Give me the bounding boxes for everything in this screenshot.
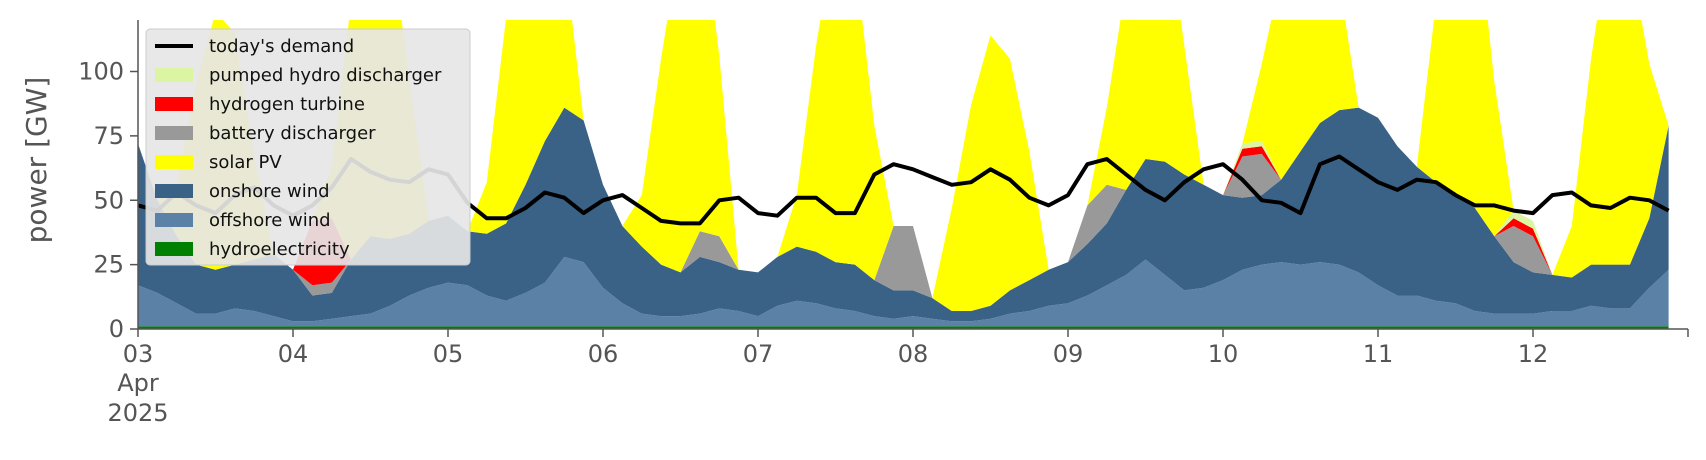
y-tick-label: 100 [78, 58, 124, 86]
x-tick-label: 11 [1363, 340, 1394, 368]
x-tick-label: 06 [588, 340, 619, 368]
legend-label: pumped hydro discharger [209, 65, 442, 86]
area-solar-pv [138, 20, 1669, 311]
x-tick-label: 07 [743, 340, 774, 368]
y-tick-label: 50 [93, 186, 124, 214]
legend-swatch [155, 68, 193, 82]
legend-swatch [155, 184, 193, 198]
legend-swatch [155, 155, 193, 169]
area-offshore-wind [138, 256, 1669, 327]
legend-label: today's demand [209, 36, 354, 57]
legend-label: hydrogen turbine [209, 94, 365, 115]
area-onshore-wind [138, 107, 1669, 322]
x-tick-sublabel: Apr [117, 369, 159, 397]
legend-box [145, 28, 471, 266]
x-tick-label: 05 [433, 340, 464, 368]
x-tick-label: 09 [1053, 340, 1084, 368]
legend-swatch [155, 126, 193, 140]
area-battery-discharger [138, 107, 1669, 311]
x-tick-label: 12 [1518, 340, 1549, 368]
legend: today's demand pumped hydro discharger hyd… [145, 28, 471, 266]
x-tick-label: 10 [1208, 340, 1239, 368]
x-tick-sublabel: 2025 [107, 399, 168, 427]
y-axis-label: power [GW] [20, 77, 53, 244]
legend-swatch [155, 213, 193, 227]
x-tick-label: 08 [898, 340, 929, 368]
legend-swatch [155, 97, 193, 111]
legend-label: hydroelectricity [209, 239, 350, 260]
x-tick-label: 03 [123, 340, 154, 368]
legend-label: solar PV [209, 152, 282, 173]
legend-label: offshore wind [209, 210, 331, 231]
legend-swatch [155, 242, 193, 256]
legend-label: battery discharger [209, 123, 376, 144]
y-tick-label: 25 [93, 251, 124, 279]
legend-label: onshore wind [209, 181, 330, 202]
x-tick-label: 04 [278, 340, 309, 368]
y-tick-label: 0 [109, 315, 124, 343]
y-tick-label: 75 [93, 122, 124, 150]
